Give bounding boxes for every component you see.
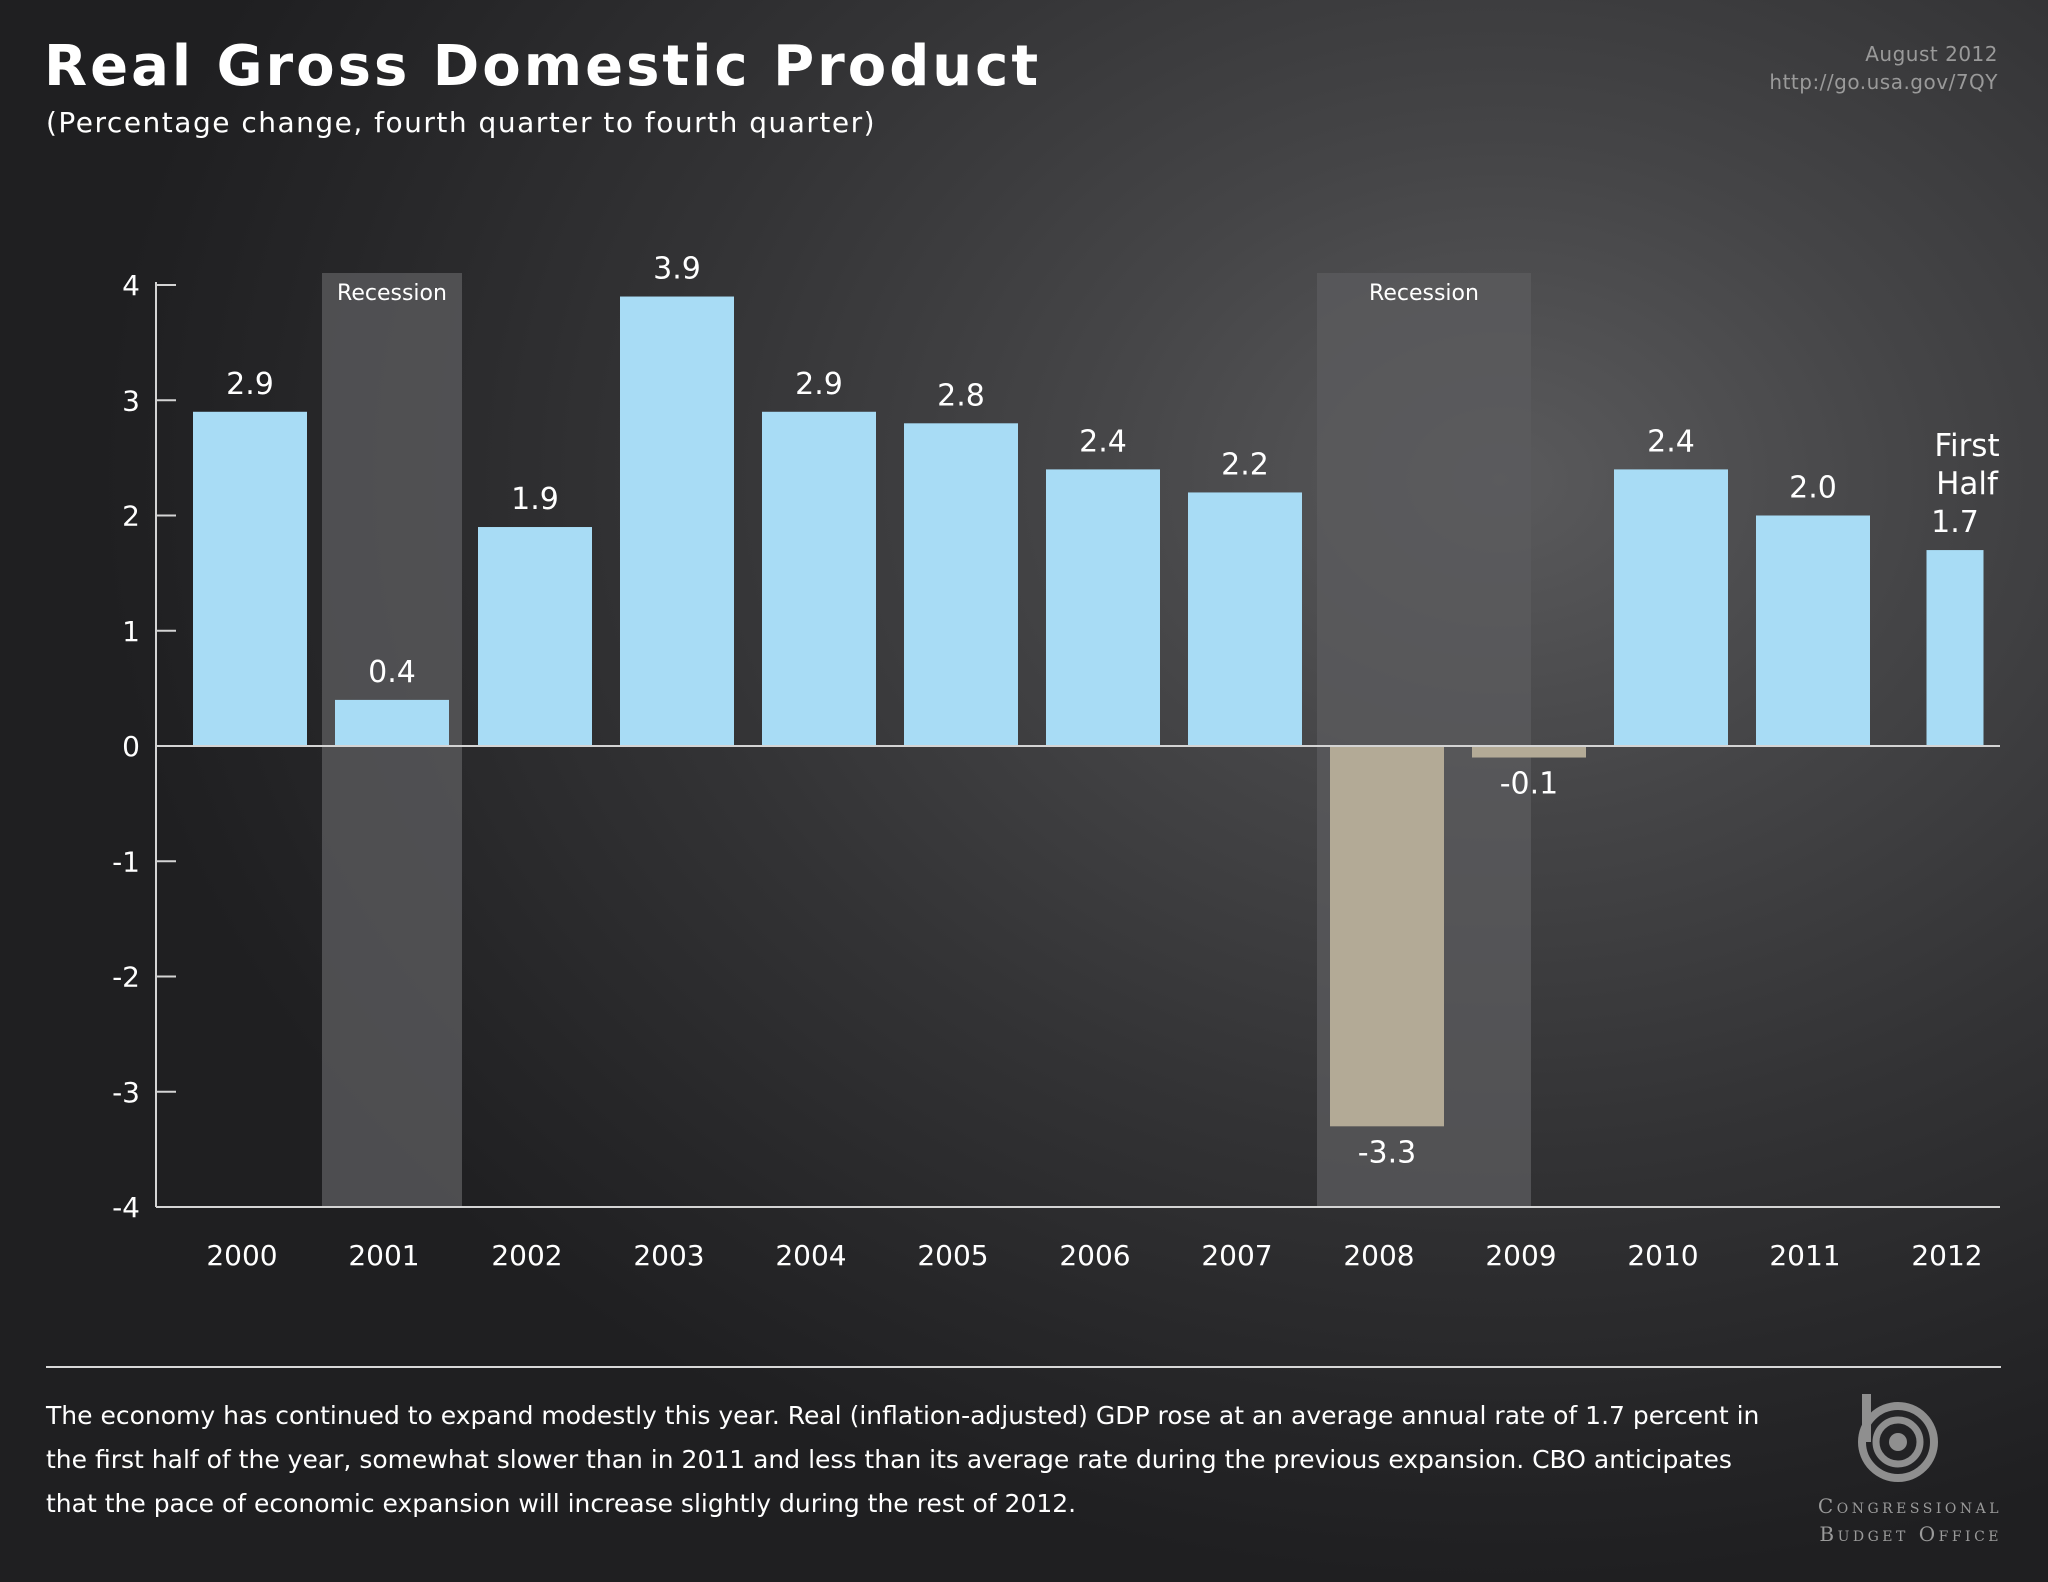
data-label: 1.7 [1931, 505, 1979, 540]
x-tick-label: 2006 [1059, 1239, 1130, 1272]
x-tick-label: 2011 [1769, 1239, 1840, 1272]
y-tick-label: 4 [122, 269, 140, 302]
x-tick-label: 2004 [775, 1239, 846, 1272]
x-tick-label: 2000 [206, 1239, 277, 1272]
org-name-line1: Congressional [1817, 1494, 2002, 1518]
publication-date: August 2012 [1865, 42, 1998, 66]
bar-2001 [335, 699, 449, 746]
bar-2006 [1046, 469, 1160, 746]
data-label: 2.4 [1079, 424, 1127, 459]
data-label: 2.9 [795, 367, 843, 402]
first-half-annotation: First [1934, 428, 1999, 464]
data-label: 0.4 [368, 655, 416, 690]
gdp-bar-chart: Recession Recession 4 3 2 1 0 -1 -2 -3 -4 2000 2001… [112, 252, 2000, 1272]
recession-label: Recession [337, 281, 447, 306]
x-tick-label: 2009 [1485, 1239, 1556, 1272]
bars [193, 296, 1984, 1127]
bar-2010 [1614, 469, 1728, 746]
x-tick-label: 2003 [633, 1239, 704, 1272]
x-tick-label: 2001 [348, 1239, 419, 1272]
x-tick-label: 2005 [917, 1239, 988, 1272]
divider-line [46, 1366, 2001, 1368]
data-label: -0.1 [1500, 767, 1559, 802]
bar-2008 [1330, 746, 1444, 1127]
recession-label: Recession [1369, 281, 1479, 306]
bar-2011 [1756, 515, 1870, 746]
chart-subtitle: (Percentage change, fourth quarter to fo… [46, 106, 877, 139]
data-labels: 2.9 0.4 1.9 3.9 2.9 2.8 2.4 2.2 -3.3 -0.1 2.4 2.0 1.… [226, 252, 1999, 1171]
y-tick-label: 2 [122, 500, 140, 533]
y-tick-label: -4 [112, 1191, 140, 1224]
org-name-line2: Budget Office [1819, 1522, 2002, 1546]
data-label: -3.3 [1358, 1135, 1417, 1170]
x-tick-label: 2010 [1627, 1239, 1698, 1272]
x-tick-label: 2007 [1201, 1239, 1272, 1272]
bar-2000 [193, 411, 307, 746]
chart-description: The economy has continued to expand mode… [46, 1401, 1760, 1518]
y-tick-label: -2 [112, 961, 140, 994]
bar-2009 [1472, 746, 1586, 758]
source-url[interactable]: http://go.usa.gov/7QY [1769, 70, 1998, 94]
bar-2005 [904, 423, 1018, 746]
chart-title: Real Gross Domestic Product [44, 34, 1042, 99]
data-label: 2.9 [226, 367, 274, 402]
data-label: 2.8 [937, 378, 985, 413]
y-tick-label: 1 [122, 615, 140, 648]
data-label: 2.4 [1647, 424, 1695, 459]
bar-2002 [478, 527, 592, 746]
first-half-annotation: Half [1936, 466, 1999, 502]
bar-2007 [1188, 492, 1302, 746]
data-label: 3.9 [653, 252, 701, 287]
bar-2012 [1926, 550, 1984, 746]
axes: 4 3 2 1 0 -1 -2 -3 -4 2000 2001 2002 2003 2004 2005 200… [112, 269, 2000, 1272]
y-tick-label: 0 [122, 730, 140, 763]
data-label: 2.0 [1789, 471, 1837, 506]
data-label: 2.2 [1221, 447, 1269, 482]
bar-2004 [762, 411, 876, 746]
y-tick-label: 3 [122, 384, 140, 417]
x-tick-label: 2008 [1343, 1239, 1414, 1272]
x-tick-label: 2002 [491, 1239, 562, 1272]
cbo-logo-icon [1858, 1394, 1938, 1482]
data-label: 1.9 [511, 482, 559, 517]
x-tick-label: 2012 [1911, 1239, 1982, 1272]
y-tick-label: -3 [112, 1076, 140, 1109]
bar-2003 [620, 296, 734, 746]
y-tick-label: -1 [112, 845, 140, 878]
